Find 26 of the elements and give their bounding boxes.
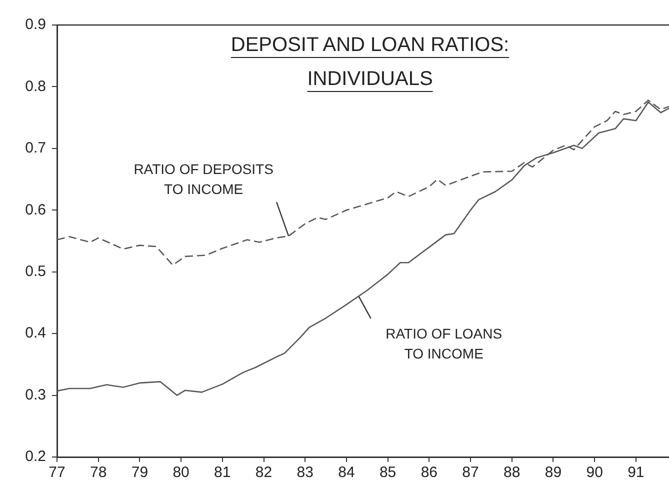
x-tick-label: 79 [131, 464, 148, 482]
x-tick-label: 82 [255, 464, 272, 482]
x-tick-label: 90 [586, 464, 603, 482]
x-tick-label: 81 [214, 464, 231, 482]
x-tick-label: 78 [90, 464, 107, 482]
text: DEPOSIT AND LOAN RATIOS: INDIVIDUALS [230, 34, 510, 90]
y-tick-label: 0.5 [25, 263, 46, 280]
x-tick-label: 89 [544, 464, 562, 482]
y-tick-label: 0.8 [25, 78, 46, 95]
annotation: RATIO OF LOANS TO INCOME [386, 326, 502, 362]
x-tick-label: 85 [379, 464, 396, 482]
y-tick-label: 0.3 [25, 386, 46, 404]
annotation: RATIO OF DEPOSITS TO INCOME [134, 161, 274, 198]
y-tick-label: 0.9 [25, 16, 46, 34]
y-tick-label: 0.2 [25, 448, 46, 466]
x-tick-label: 84 [338, 464, 355, 482]
x-tick-label: 91 [628, 464, 644, 482]
x-tick-label: 77 [48, 464, 66, 482]
y-tick-label: 0.6 [25, 201, 46, 218]
y-tick-label: 0.4 [25, 324, 46, 342]
x-tick-label: 86 [420, 464, 438, 482]
x-tick-label: 88 [504, 464, 520, 482]
y-tick-label: 0.7 [25, 140, 46, 157]
x-tick-label: 83 [296, 464, 314, 482]
x-tick-label: 87 [462, 464, 479, 482]
x-tick-label: 80 [172, 464, 190, 482]
